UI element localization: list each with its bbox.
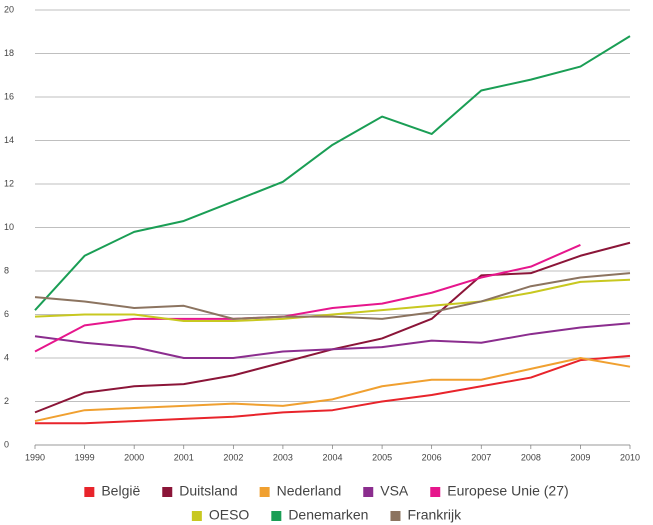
legend-swatch bbox=[430, 487, 441, 497]
x-tick-label: 2000 bbox=[124, 452, 144, 462]
legend-label: Denemarken bbox=[288, 507, 368, 523]
x-tick-label: 2005 bbox=[372, 452, 392, 462]
series-line bbox=[34, 35, 631, 311]
legend-label: Frankrijk bbox=[407, 507, 462, 523]
series-line bbox=[34, 241, 631, 414]
legend-swatch bbox=[84, 487, 95, 497]
y-tick-label: 8 bbox=[4, 265, 9, 275]
legend-swatch bbox=[162, 487, 173, 497]
series-line bbox=[34, 322, 631, 359]
x-tick-label: 2002 bbox=[223, 452, 243, 462]
x-tick-label: 1990 bbox=[25, 452, 45, 462]
legend-swatch bbox=[390, 511, 401, 521]
legend-swatch bbox=[259, 487, 270, 497]
x-tick-label: 2008 bbox=[521, 452, 541, 462]
y-tick-label: 12 bbox=[4, 178, 14, 188]
x-tick-label: 2010 bbox=[620, 452, 640, 462]
legend-label: Nederland bbox=[277, 483, 342, 499]
legend-label: Duitsland bbox=[179, 483, 237, 499]
y-tick-label: 4 bbox=[4, 352, 9, 362]
x-tick-label: 2006 bbox=[422, 452, 442, 462]
y-tick-label: 2 bbox=[4, 396, 9, 406]
legend-swatch bbox=[363, 487, 374, 497]
legend-label: OESO bbox=[209, 507, 250, 523]
y-tick-label: 0 bbox=[4, 439, 9, 449]
legend-swatch bbox=[271, 511, 282, 521]
y-tick-label: 18 bbox=[4, 48, 14, 58]
x-tick-label: 2003 bbox=[273, 452, 293, 462]
x-tick-label: 2001 bbox=[174, 452, 194, 462]
legend-label: België bbox=[101, 483, 140, 499]
series-line bbox=[34, 243, 581, 353]
series-line bbox=[34, 278, 631, 323]
legend-swatch bbox=[191, 511, 202, 521]
x-tick-label: 1999 bbox=[75, 452, 95, 462]
legend-label: Europese Unie (27) bbox=[447, 483, 568, 499]
series-line bbox=[35, 354, 631, 425]
y-tick-label: 10 bbox=[4, 222, 14, 232]
legend-row: OESO Denemarken Frankrijk bbox=[191, 507, 462, 523]
x-tick-label: 2009 bbox=[570, 452, 590, 462]
legend-label: VSA bbox=[380, 483, 409, 499]
y-tick-label: 14 bbox=[4, 135, 14, 145]
y-tick-label: 16 bbox=[4, 91, 14, 101]
y-tick-label: 20 bbox=[4, 4, 14, 14]
x-tick-label: 2004 bbox=[322, 452, 342, 462]
series-line bbox=[34, 272, 631, 320]
series-line bbox=[34, 357, 631, 423]
legend-row: België Duitsland Nederland VSA Europese Unie… bbox=[84, 483, 569, 499]
x-tick-label: 2007 bbox=[471, 452, 491, 462]
y-tick-label: 6 bbox=[4, 309, 9, 319]
